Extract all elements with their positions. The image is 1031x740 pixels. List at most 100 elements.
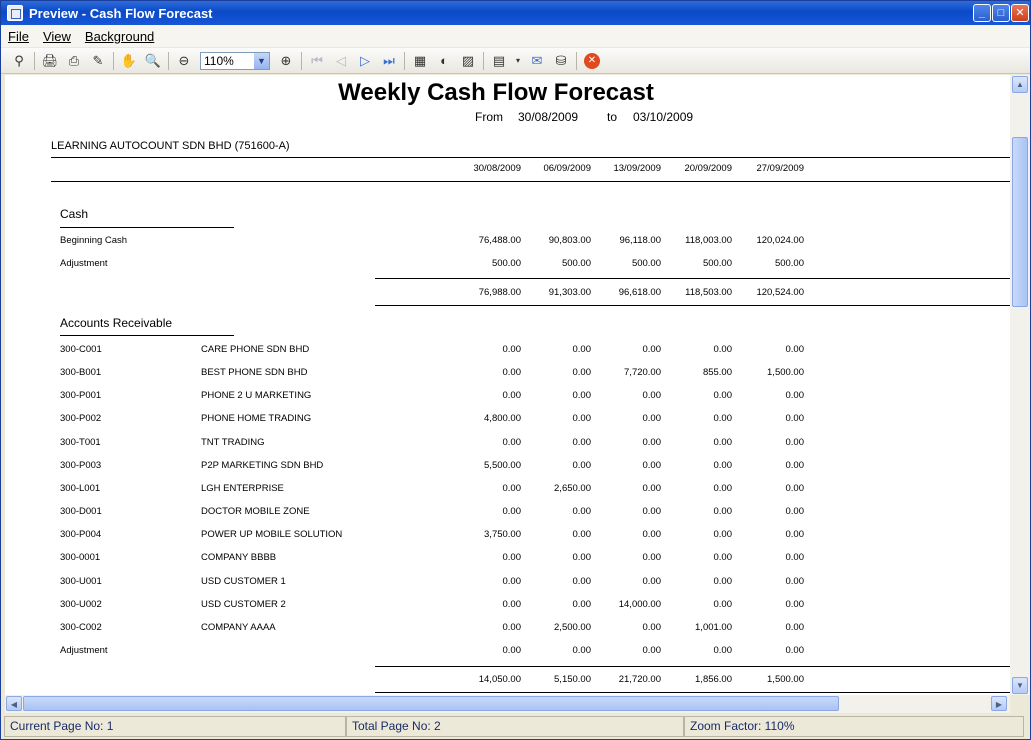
vertical-scroll-thumb[interactable]	[1012, 137, 1028, 307]
last-page-icon[interactable]: ⏭	[383, 52, 395, 68]
ar-customer-name: COMPANY AAAA	[201, 621, 276, 633]
ar-cell: 0.00	[502, 621, 522, 633]
ar-cell: 3,750.00	[484, 529, 521, 541]
cash-total-cell: 96,618.00	[618, 287, 661, 298]
ar-cell: 0.00	[502, 436, 522, 448]
find-icon[interactable]: ⚲	[14, 52, 24, 68]
divider	[375, 305, 1010, 306]
print-setup-icon[interactable]: 🖨	[41, 52, 59, 68]
ar-customer-name: POWER UP MOBILE SOLUTION	[201, 529, 343, 541]
toolbar-separator	[576, 51, 577, 70]
divider	[60, 335, 234, 336]
export-dropdown-icon[interactable]: ▾	[515, 56, 520, 65]
ar-customer-name: PHONE 2 U MARKETING	[201, 390, 312, 402]
ar-cell: 2,500.00	[554, 621, 591, 633]
ar-cell: 0.00	[785, 482, 805, 494]
horizontal-scrollbar[interactable]: ◀ ▶	[5, 695, 1010, 713]
to-date: 03/10/2009	[633, 110, 694, 124]
scroll-up-icon[interactable]: ▲	[1012, 76, 1028, 93]
ar-cell: 4,800.00	[484, 413, 521, 425]
cash-cell: 96,118.00	[619, 235, 661, 246]
menu-background[interactable]: Background	[84, 28, 155, 44]
cash-cell: 90,803.00	[548, 235, 591, 246]
ar-cell: 0.00	[502, 344, 522, 355]
page-setup-icon[interactable]: ✎	[92, 52, 104, 68]
ar-account-code: 300-0001	[60, 552, 101, 564]
ar-cell: 0.00	[572, 367, 592, 379]
title-bar[interactable]: Preview - Cash Flow Forecast _ □ ✕	[1, 1, 1030, 25]
ar-cell: 5,500.00	[484, 459, 521, 471]
ar-account-code: 300-C002	[60, 621, 102, 633]
ar-cell: 0.00	[502, 552, 522, 564]
ar-cell: 0.00	[642, 644, 662, 656]
ar-cell: 0.00	[642, 436, 662, 448]
zoom-out-icon[interactable]: ⊖	[178, 52, 190, 68]
ar-cell: 0.00	[502, 644, 522, 656]
zoom-in-icon[interactable]: ⊕	[280, 52, 292, 68]
ar-cell: 0.00	[642, 506, 662, 518]
ar-cell: 0.00	[502, 482, 522, 494]
previous-page-icon[interactable]: ◁	[336, 52, 346, 68]
preview-viewport[interactable]: Weekly Cash Flow Forecast From 30/08/200…	[5, 75, 1010, 695]
horizontal-scroll-thumb[interactable]	[23, 696, 839, 711]
ar-cell: 1,001.00	[695, 621, 732, 633]
ar-customer-name: TNT TRADING	[201, 436, 265, 448]
toolbar-separator	[168, 51, 169, 70]
ar-account-code: 300-U002	[60, 598, 102, 610]
ar-cell: 855.00	[702, 367, 732, 379]
ar-customer-name: USD CUSTOMER 2	[201, 598, 286, 610]
ar-cell: 0.00	[572, 598, 592, 610]
ar-cell: 0.00	[785, 436, 805, 448]
cash-total-cell: 91,303.00	[548, 287, 591, 298]
email-icon[interactable]: ✉	[531, 52, 543, 68]
ar-cell: 0.00	[502, 506, 522, 518]
vertical-scrollbar[interactable]: ▲ ▼	[1010, 75, 1030, 695]
period-header: 06/09/2009	[543, 163, 591, 174]
ar-cell: 0.00	[785, 644, 805, 656]
divider	[51, 157, 1010, 158]
multiple-pages-icon[interactable]: ▦	[413, 52, 427, 68]
close-button[interactable]: ✕	[1011, 4, 1029, 22]
minimize-button[interactable]: _	[973, 4, 991, 22]
cash-cell: 76,488.00	[478, 235, 521, 246]
ar-cell: 0.00	[642, 413, 662, 425]
export-icon[interactable]: ▤	[492, 52, 506, 68]
ar-cell: 0.00	[785, 598, 805, 610]
send-icon[interactable]: ⛁	[555, 52, 567, 68]
company-name: LEARNING AUTOCOUNT SDN BHD (751600-A)	[51, 140, 290, 152]
ar-cell: 0.00	[572, 413, 592, 425]
scroll-left-icon[interactable]: ◀	[6, 696, 22, 711]
to-label: to	[607, 110, 618, 124]
page-margin	[5, 75, 29, 695]
print-icon[interactable]: ⎙	[68, 52, 80, 68]
chevron-down-icon[interactable]: ▼	[254, 52, 269, 69]
ar-cell: 0.00	[642, 529, 662, 541]
scroll-right-icon[interactable]: ▶	[991, 696, 1007, 711]
ar-cell: 0.00	[785, 621, 805, 633]
ar-cell: 0.00	[713, 344, 733, 355]
watermark-icon[interactable]: ▨	[461, 52, 475, 68]
close-preview-icon[interactable]: ✕	[582, 51, 602, 71]
scroll-down-icon[interactable]: ▼	[1012, 677, 1028, 694]
ar-cell: 0.00	[572, 436, 592, 448]
cash-cell: 500.00	[774, 258, 804, 269]
menu-view[interactable]: View	[42, 28, 71, 44]
cash-total-cell: 120,524.00	[756, 287, 804, 298]
maximize-button[interactable]: □	[992, 4, 1010, 22]
color-icon[interactable]: ◐	[440, 53, 448, 68]
app-icon	[7, 5, 23, 21]
ar-customer-name: BEST PHONE SDN BHD	[201, 367, 308, 379]
divider	[375, 666, 1010, 667]
ar-cell: 0.00	[785, 552, 805, 564]
next-page-icon[interactable]: ▷	[360, 52, 370, 68]
zoom-select[interactable]: 110% ▼	[200, 51, 270, 70]
magnifier-icon[interactable]: 🔍	[144, 52, 162, 68]
ar-cell: 0.00	[572, 552, 592, 564]
hand-tool-icon[interactable]: ✋	[120, 52, 138, 68]
menu-file[interactable]: File	[8, 28, 29, 44]
ar-cell: 0.00	[713, 529, 733, 541]
ar-customer-name: PHONE HOME TRADING	[201, 413, 312, 425]
ar-cell: 0.00	[642, 482, 662, 494]
first-page-icon[interactable]: ⏮	[311, 52, 323, 68]
